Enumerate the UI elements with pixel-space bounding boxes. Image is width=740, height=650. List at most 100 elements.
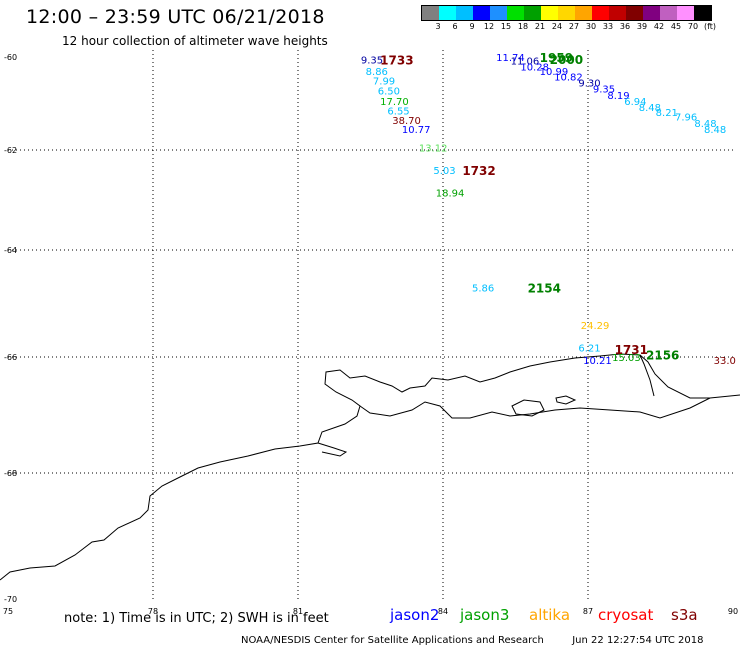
- color-scale-label: 45: [670, 22, 682, 31]
- wave-height-value: 33.0: [714, 356, 736, 367]
- wave-height-value: 6.50: [378, 86, 400, 97]
- color-scale-label: 9: [469, 22, 475, 31]
- footer-note: note: 1) Time is in UTC; 2) SWH is in fe…: [64, 611, 329, 626]
- color-scale-label: 21: [534, 22, 546, 31]
- wave-height-value: 5.03: [433, 166, 455, 177]
- graticule-grid: 75 78 81 84 87 90 -60 -62 -64 -66 -68 -70: [3, 50, 738, 616]
- color-swatch-2: [456, 6, 473, 20]
- latitude-label: -60: [4, 53, 17, 62]
- color-scale-label: 15: [500, 22, 512, 31]
- color-scale-labels: 3 6 9 12 15 18 21 24 27 30 33 36 39 42 45 70 (ft): [421, 22, 740, 34]
- wave-height-value: 10.82: [554, 73, 583, 84]
- color-scale-label: 18: [517, 22, 529, 31]
- color-swatch-8: [558, 6, 575, 20]
- wave-height-value: 5.86: [472, 283, 494, 294]
- color-scale-label: 70: [687, 22, 699, 31]
- color-swatch-9: [575, 6, 592, 20]
- wave-height-value: 9.30: [578, 79, 600, 90]
- color-swatch-0: [422, 6, 439, 20]
- coastline-inlet: [317, 442, 348, 457]
- color-swatch-12: [626, 6, 643, 20]
- latitude-label: -66: [4, 353, 17, 362]
- wave-height-value: 6.21: [578, 343, 600, 354]
- color-swatch-13: [643, 6, 660, 20]
- wave-height-value: 10.77: [402, 125, 431, 136]
- pass-time-label: 2000: [550, 53, 583, 67]
- color-swatch-7: [541, 6, 558, 20]
- color-swatch-6: [524, 6, 541, 20]
- map-frame: [8, 50, 733, 600]
- color-scale-label: 42: [653, 22, 665, 31]
- color-scale-label: 24: [551, 22, 563, 31]
- wave-height-value: 38.70: [392, 116, 421, 127]
- wave-height-value: 8.48: [639, 103, 661, 114]
- latitude-label: -64: [4, 246, 17, 255]
- timestamp-text: Jun 22 12:27:54 UTC 2018: [572, 635, 704, 646]
- color-swatch-5: [507, 6, 524, 20]
- color-scale-label: (ft): [703, 22, 717, 31]
- mission-label-cryosat: cryosat: [598, 606, 654, 624]
- wave-height-value: 10.99: [540, 67, 569, 78]
- latitude-label: -70: [4, 595, 17, 604]
- pass-time-label: 2156: [646, 348, 679, 362]
- wave-height-value: 8.48: [694, 119, 716, 130]
- wave-height-value: 6.55: [387, 106, 409, 117]
- mission-label-s3a: s3a: [671, 606, 698, 624]
- island-2: [555, 395, 577, 405]
- wave-height-value: 10.21: [583, 356, 612, 367]
- pass-time-label: 2154: [528, 281, 561, 295]
- wave-height-value: 8.48: [704, 125, 726, 136]
- mission-label-jason3: jason3: [460, 606, 510, 624]
- island-1: [511, 399, 545, 417]
- wave-height-value: 8.21: [656, 108, 678, 119]
- ice-shelf-outline: [359, 397, 711, 419]
- color-swatch-4: [490, 6, 507, 20]
- color-scale-label: 33: [602, 22, 614, 31]
- color-scale-label: 12: [483, 22, 495, 31]
- color-swatch-1: [439, 6, 456, 20]
- wave-height-value: 18.94: [436, 189, 465, 200]
- color-scale-bar: [421, 5, 712, 21]
- credit-text: NOAA/NESDIS Center for Satellite Applica…: [241, 635, 544, 646]
- wave-height-value: 15.03: [612, 353, 641, 364]
- wave-height-value: 10.28: [520, 62, 549, 73]
- longitude-label: 81: [293, 607, 303, 616]
- color-swatch-10: [592, 6, 609, 20]
- pass-time-label: 1733: [380, 53, 413, 67]
- wave-height-value: 7.96: [675, 113, 697, 124]
- longitude-label: 87: [583, 607, 593, 616]
- antarctic-coastline: [0, 353, 740, 581]
- credit-line: NOAA/NESDIS Center for Satellite Applica…: [241, 635, 703, 646]
- wave-height-value: 13.12: [419, 144, 448, 155]
- color-swatch-3: [473, 6, 490, 20]
- pass-time-label: 1959: [540, 51, 573, 65]
- mission-label-altika: altika: [529, 606, 571, 624]
- wave-height-value: 8.86: [366, 67, 388, 78]
- peninsula-north: [639, 354, 655, 397]
- latitude-label: -68: [4, 469, 17, 478]
- color-swatch-14: [660, 6, 677, 20]
- color-scale-label: 6: [452, 22, 458, 31]
- figure-subtitle: 12 hour collection of altimeter wave hei…: [62, 34, 328, 48]
- longitude-label: 78: [148, 607, 158, 616]
- longitude-label: 90: [728, 607, 738, 616]
- color-swatch-11: [609, 6, 626, 20]
- color-swatch-15: [677, 6, 694, 20]
- mission-label-jason2: jason2: [390, 606, 440, 624]
- pass-time-label: 1732: [462, 164, 495, 178]
- figure-title: 12:00 – 23:59 UTC 06/21/2018: [26, 6, 325, 28]
- wave-height-value: 11.74: [496, 53, 525, 64]
- longitude-label: 84: [438, 607, 448, 616]
- wave-height-value: 9.35: [361, 55, 383, 66]
- color-scale-label: 39: [636, 22, 648, 31]
- wave-height-value: 7.99: [373, 76, 395, 87]
- color-scale-label: 27: [568, 22, 580, 31]
- latitude-label: -62: [4, 146, 17, 155]
- coastline-main: [0, 353, 740, 581]
- color-swatch-16: [694, 6, 711, 20]
- longitude-label: 75: [3, 607, 13, 616]
- wave-height-value: 24.29: [581, 321, 610, 332]
- pass-time-label: 1731: [615, 343, 648, 357]
